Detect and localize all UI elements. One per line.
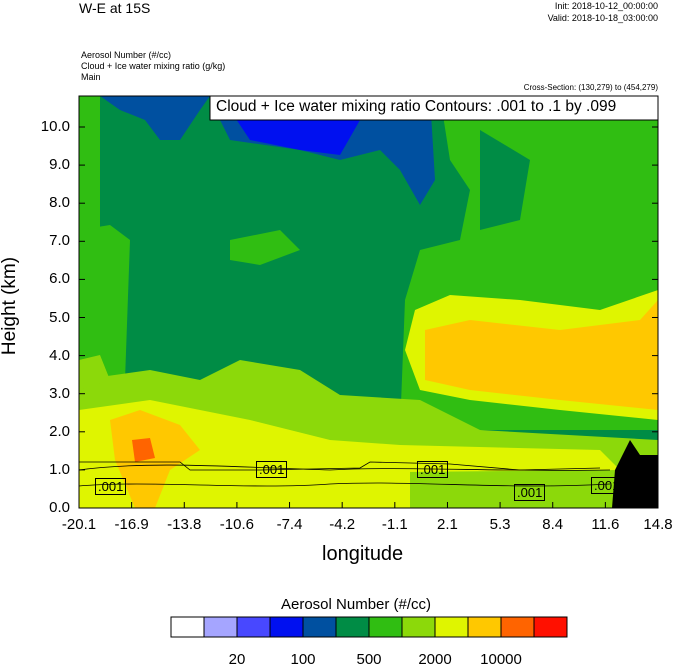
colorbar-box bbox=[500, 616, 535, 638]
y-tick-label: 5.0 bbox=[49, 308, 70, 326]
colorbar-box bbox=[401, 616, 436, 638]
x-tick-label: 5.3 bbox=[489, 516, 511, 533]
contour-info-box bbox=[209, 95, 659, 121]
contour-label: .001 bbox=[514, 484, 546, 501]
contour-label: .001 bbox=[417, 461, 449, 478]
contour-info: Cloud + Ice water mixing ratio Contours:… bbox=[216, 98, 617, 115]
x-tick-label: -10.6 bbox=[219, 516, 254, 533]
y-tick-label: 2.0 bbox=[49, 422, 70, 440]
x-tick-label: -4.2 bbox=[329, 516, 356, 533]
colorbar-box bbox=[269, 616, 304, 638]
x-tick-label: -16.9 bbox=[114, 516, 149, 533]
x-tick-label: -13.8 bbox=[167, 516, 202, 533]
contour-label: .001 bbox=[95, 478, 127, 495]
y-tick-label: 3.0 bbox=[49, 384, 70, 402]
x-tick-label: -20.1 bbox=[61, 516, 97, 533]
colorbar-box bbox=[302, 616, 337, 638]
field-blue-left bbox=[79, 96, 210, 140]
field-orange-left bbox=[110, 410, 200, 508]
y-tick-label: 7.0 bbox=[49, 232, 70, 250]
contour-line bbox=[79, 464, 611, 471]
colorbar-box bbox=[467, 616, 502, 638]
field-label-aerosol: Aerosol Number (#/cc) bbox=[81, 50, 172, 60]
field-yellow-low bbox=[79, 400, 620, 475]
x-tick-label: -7.4 bbox=[276, 516, 303, 533]
contour-label: .001 bbox=[256, 461, 288, 478]
contours bbox=[79, 461, 611, 487]
valid-time: Valid: 2018-10-18_03:00:00 bbox=[547, 13, 658, 23]
y-tick-label: 0.0 bbox=[49, 499, 70, 516]
terrain bbox=[612, 440, 658, 508]
field-label-main: Main bbox=[81, 72, 101, 82]
field-green-left2 bbox=[79, 225, 130, 380]
x-axis-label: longitude bbox=[322, 543, 404, 565]
y-tick-label: 9.0 bbox=[49, 156, 70, 174]
colorbar-box bbox=[170, 616, 205, 638]
y-tick-label: 1.0 bbox=[49, 460, 70, 478]
contour-line bbox=[79, 461, 601, 471]
colorbar-box bbox=[203, 616, 238, 638]
field-dark-patch bbox=[480, 130, 530, 230]
colorbar-label: 2000 bbox=[418, 651, 452, 667]
y-axis-label: Height (km) bbox=[0, 256, 20, 356]
y-tick-label: 10.0 bbox=[40, 118, 70, 135]
x-tick-label: 11.6 bbox=[591, 516, 620, 533]
colorbar-box bbox=[533, 616, 568, 638]
field-label-cloud: Cloud + Ice water mixing ratio (g/kg) bbox=[81, 61, 226, 71]
x-tick-label: 8.4 bbox=[542, 516, 564, 533]
colorbar-label: 10000 bbox=[480, 651, 522, 667]
y-tick-label: 8.0 bbox=[49, 194, 70, 212]
chart-title: W-E at 15S bbox=[79, 0, 151, 16]
field-red-orange bbox=[132, 438, 155, 462]
x-tick-label: 2.1 bbox=[437, 516, 458, 533]
field-green-patch bbox=[230, 230, 300, 265]
init-time: Init: 2018-10-12_00:00:00 bbox=[554, 1, 658, 11]
colorbar-label: 20 bbox=[228, 651, 246, 667]
colorbar-title: Aerosol Number (#/cc) bbox=[281, 596, 432, 613]
colorbar-label: 100 bbox=[290, 651, 316, 667]
y-axis-label-wrap: Height (km) bbox=[0, 245, 20, 365]
colorbar-label: 500 bbox=[356, 651, 382, 667]
heatmap-field bbox=[79, 96, 658, 508]
contour-line bbox=[79, 482, 611, 487]
colorbar-box bbox=[434, 616, 469, 638]
field-orange-right bbox=[425, 300, 658, 410]
contour-label: .001 bbox=[591, 477, 623, 494]
y-tick-label: 6.0 bbox=[49, 270, 70, 288]
colorbar-box bbox=[335, 616, 370, 638]
colorbar-box bbox=[236, 616, 271, 638]
x-tick-label: -1.1 bbox=[381, 516, 408, 533]
x-tick-label: 14.8 bbox=[643, 516, 673, 533]
cross-section-label: Cross-Section: (130,279) to (454,279) bbox=[523, 83, 658, 92]
colorbar-box bbox=[368, 616, 403, 638]
y-tick-label: 4.0 bbox=[49, 346, 70, 364]
